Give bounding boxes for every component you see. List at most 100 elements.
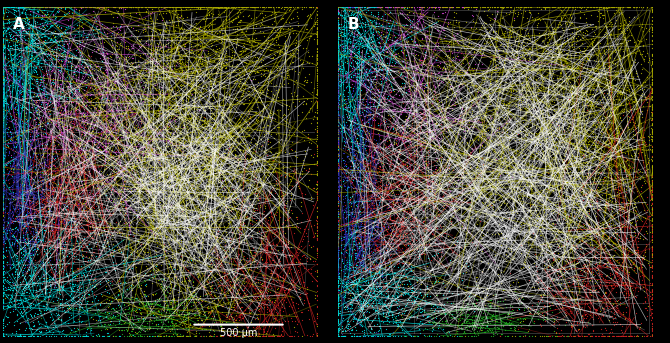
Point xyxy=(412,4,423,10)
Point xyxy=(31,109,42,115)
Point xyxy=(551,318,561,323)
Point xyxy=(23,272,34,277)
Point xyxy=(260,12,271,17)
Point xyxy=(42,307,53,312)
Point xyxy=(19,284,29,289)
Point xyxy=(170,190,180,195)
Point xyxy=(353,258,364,264)
Point xyxy=(42,204,53,209)
Point xyxy=(616,282,627,288)
Point xyxy=(407,38,417,43)
Point xyxy=(563,259,574,265)
Point xyxy=(448,177,458,182)
Point xyxy=(306,197,316,202)
Point xyxy=(79,303,90,309)
Point xyxy=(446,333,457,339)
Point xyxy=(31,43,42,48)
Point xyxy=(60,248,70,253)
Point xyxy=(383,292,393,298)
Point xyxy=(362,333,373,339)
Point xyxy=(401,89,411,95)
Point xyxy=(555,22,566,27)
Point xyxy=(333,47,344,53)
Point xyxy=(61,187,72,193)
Point xyxy=(19,11,30,17)
Point xyxy=(405,218,415,224)
Point xyxy=(245,310,255,316)
Point xyxy=(333,226,344,232)
Point xyxy=(194,206,204,212)
Point xyxy=(7,133,18,139)
Point xyxy=(599,124,610,130)
Point xyxy=(18,223,29,228)
Point xyxy=(255,73,266,79)
Point xyxy=(411,312,422,318)
Point xyxy=(253,69,263,75)
Point xyxy=(509,189,519,195)
Point xyxy=(231,290,242,296)
Point xyxy=(366,109,377,115)
Point xyxy=(444,165,455,170)
Point xyxy=(241,26,252,31)
Point xyxy=(32,186,43,191)
Point xyxy=(144,4,155,10)
Point xyxy=(153,229,164,234)
Point xyxy=(647,201,657,207)
Point xyxy=(46,146,56,152)
Point xyxy=(167,322,178,328)
Point xyxy=(614,102,625,107)
Point xyxy=(395,216,406,222)
Point xyxy=(55,35,66,41)
Point xyxy=(346,149,356,155)
Point xyxy=(35,4,46,10)
Point xyxy=(19,45,30,50)
Point xyxy=(608,301,618,307)
Point xyxy=(523,55,534,61)
Point xyxy=(100,226,111,232)
Point xyxy=(66,186,77,192)
Point xyxy=(418,54,429,59)
Point xyxy=(470,320,481,326)
Point xyxy=(38,265,48,271)
Point xyxy=(601,201,612,206)
Point xyxy=(54,244,65,249)
Point xyxy=(595,4,606,10)
Point xyxy=(70,215,81,221)
Point xyxy=(62,131,72,136)
Point xyxy=(245,267,255,272)
Point xyxy=(123,45,133,50)
Point xyxy=(239,4,249,10)
Point xyxy=(253,79,263,84)
Point xyxy=(507,24,518,29)
Point xyxy=(415,234,426,240)
Point xyxy=(469,320,480,325)
Point xyxy=(75,213,86,218)
Point xyxy=(371,46,381,52)
Point xyxy=(17,333,28,339)
Point xyxy=(523,310,534,316)
Point xyxy=(630,207,641,212)
Point xyxy=(461,160,472,165)
Point xyxy=(574,175,584,180)
Point xyxy=(465,185,476,191)
Point xyxy=(149,152,159,157)
Point xyxy=(571,32,582,37)
Point xyxy=(65,292,76,298)
Point xyxy=(427,178,438,183)
Point xyxy=(555,288,565,294)
Point xyxy=(542,4,553,10)
Point xyxy=(483,128,494,133)
Point xyxy=(11,43,22,48)
Point xyxy=(333,220,344,225)
Point xyxy=(228,320,239,325)
Point xyxy=(476,199,487,204)
Point xyxy=(346,223,357,228)
Point xyxy=(156,73,167,78)
Point xyxy=(489,4,500,10)
Point xyxy=(59,4,70,10)
Point xyxy=(574,50,584,55)
Point xyxy=(174,311,185,317)
Point xyxy=(74,306,85,311)
Point xyxy=(15,60,25,66)
Point xyxy=(346,51,356,57)
